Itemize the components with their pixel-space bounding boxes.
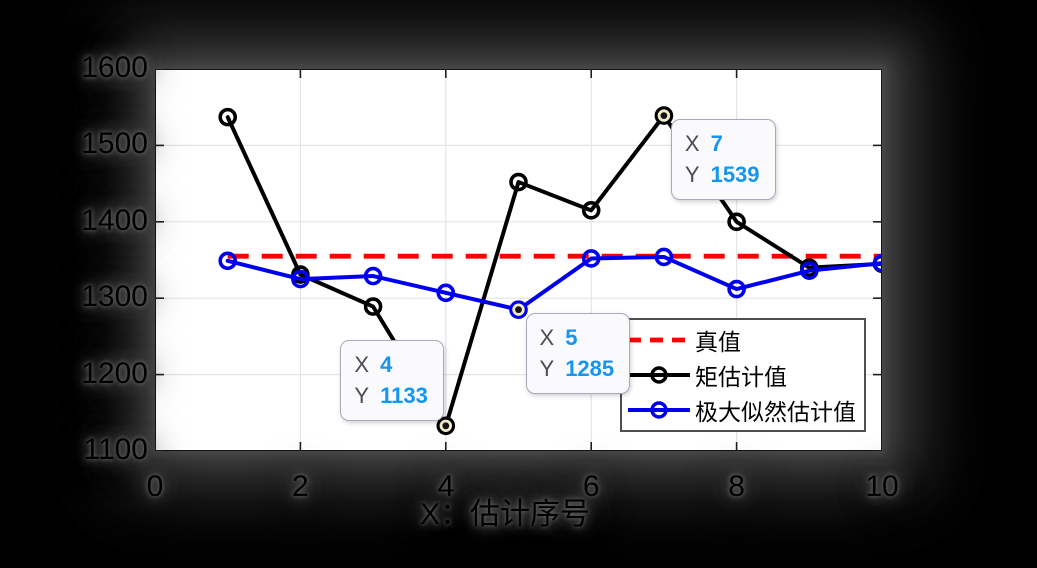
y-tick-label: 1400 xyxy=(81,203,148,237)
data-point-marker[interactable] xyxy=(509,172,528,192)
data-point-marker[interactable] xyxy=(872,253,883,273)
datatip-value: 7 xyxy=(710,130,723,156)
legend[interactable]: 真值矩估计值极大似然估计值 xyxy=(620,318,866,432)
axis-ticks xyxy=(155,69,882,451)
y-tick-label: 1600 xyxy=(81,51,148,84)
data-point-marker[interactable] xyxy=(727,212,746,232)
data-point-marker[interactable] xyxy=(218,251,237,271)
data-point-marker[interactable] xyxy=(727,279,746,299)
data-point-marker[interactable] xyxy=(581,201,601,220)
x-tick-label: 8 xyxy=(728,470,745,503)
x-axis-label: X：估计序号 xyxy=(419,498,590,531)
data-point-marker[interactable] xyxy=(363,297,383,316)
data-point-marker[interactable] xyxy=(654,106,674,125)
datatip[interactable]: X 5 Y 1285 xyxy=(525,312,631,394)
legend-line-sample xyxy=(628,366,690,384)
y-tick-label: 1200 xyxy=(81,356,148,390)
datatip-value: 1133 xyxy=(380,382,428,408)
legend-entry[interactable]: 真值 xyxy=(626,323,860,357)
data-point-marker[interactable] xyxy=(436,283,456,303)
datatip-axis-letter: Y xyxy=(354,382,370,408)
datatip-value: 1285 xyxy=(565,355,615,381)
datatip-row: Y 1539 xyxy=(685,159,760,190)
data-point-marker[interactable] xyxy=(291,269,310,289)
datatip[interactable]: X 4 Y 1133 xyxy=(340,339,444,421)
x-tick-label: 6 xyxy=(582,470,600,503)
x-tick-label: 10 xyxy=(865,470,899,503)
datatip-marker-highlight[interactable] xyxy=(657,109,671,122)
datatip-axis-letter: X xyxy=(539,324,555,350)
datatip-marker-highlight[interactable] xyxy=(512,303,525,316)
mle-series[interactable] xyxy=(218,247,883,319)
datatip-axis-letter: Y xyxy=(684,161,700,187)
legend-line-sample xyxy=(628,400,690,419)
data-point-marker[interactable] xyxy=(581,249,601,268)
y-tick-label: 1100 xyxy=(83,433,148,466)
datatip-row: Y 1285 xyxy=(540,353,615,384)
datatip-value: 4 xyxy=(380,351,393,377)
legend-marker-icon xyxy=(650,366,668,384)
plot-area[interactable]: X 4 Y 1133 X 5 Y 1285 X 7 Y 1539 xyxy=(155,69,882,451)
legend-entry[interactable]: 极大似然估计值 xyxy=(626,393,860,427)
x-tick-label: 2 xyxy=(292,470,309,503)
x-tick-label: 0 xyxy=(146,470,164,503)
datatip-value: 1539 xyxy=(710,161,760,187)
legend-entry-label: 矩估计值 xyxy=(695,363,787,390)
legend-entry-label: 极大似然估计值 xyxy=(695,398,856,425)
legend-line-sample xyxy=(628,337,690,343)
data-point-marker[interactable] xyxy=(218,107,237,127)
datatip-axis-letter: X xyxy=(684,130,700,156)
legend-marker-icon xyxy=(650,400,668,419)
legend-entry[interactable]: 矩估计值 xyxy=(626,358,860,392)
data-point-marker[interactable] xyxy=(509,300,528,319)
data-point-marker[interactable] xyxy=(799,261,819,280)
data-point-marker[interactable] xyxy=(436,416,456,436)
datatip[interactable]: X 7 Y 1539 xyxy=(670,118,776,200)
datatip-axis-letter: Y xyxy=(539,355,555,381)
y-tick-label: 1500 xyxy=(81,127,148,161)
datatip-value: 5 xyxy=(565,324,578,350)
datatip-axis-letter: X xyxy=(354,351,370,377)
data-point-marker[interactable] xyxy=(363,266,383,286)
x-tick-label: 4 xyxy=(437,470,455,503)
y-tick-label: 1300 xyxy=(81,280,148,314)
legend-entry-label: 真值 xyxy=(695,329,741,356)
datatip-marker-highlight[interactable] xyxy=(439,419,452,432)
data-point-marker[interactable] xyxy=(654,247,674,267)
datatip-row: Y 1133 xyxy=(354,380,427,411)
